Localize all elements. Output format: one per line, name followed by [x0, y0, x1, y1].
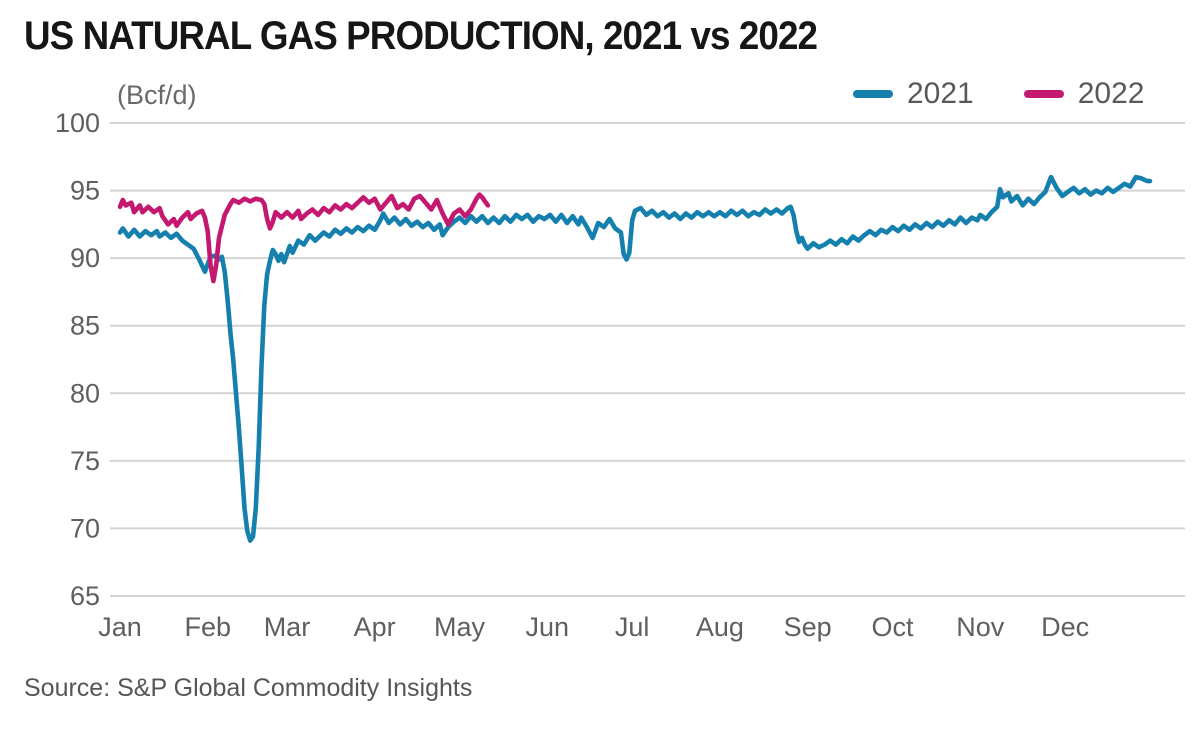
y-tick-label-90: 90 — [70, 243, 100, 273]
y-axis-unit-label: (Bcf/d) — [117, 80, 197, 110]
y-tick-label-80: 80 — [70, 378, 100, 408]
y-tick-label-85: 85 — [70, 311, 100, 341]
legend: 2021 2022 — [853, 79, 1145, 109]
legend-item-2021: 2021 — [853, 79, 974, 109]
x-tick-label-jan: Jan — [98, 612, 142, 642]
x-tick-label-nov: Nov — [956, 612, 1005, 642]
legend-swatch-2021 — [853, 90, 893, 98]
series-line-2022 — [117, 192, 491, 284]
x-tick-label-may: May — [434, 612, 486, 642]
x-tick-label-oct: Oct — [871, 612, 914, 642]
chart-title: US NATURAL GAS PRODUCTION, 2021 vs 2022 — [24, 14, 818, 58]
x-tick-label-mar: Mar — [264, 612, 311, 642]
legend-label-2021: 2021 — [907, 77, 974, 110]
source-credit: Source: S&P Global Commodity Insights — [24, 674, 473, 702]
legend-label-2022: 2022 — [1077, 77, 1145, 110]
y-tick-label-100: 100 — [55, 108, 100, 138]
x-tick-label-dec: Dec — [1041, 612, 1089, 642]
series-line-2021 — [117, 174, 1153, 543]
legend-swatch-2022 — [1023, 90, 1064, 98]
x-tick-label-feb: Feb — [184, 612, 231, 642]
y-tick-label-95: 95 — [70, 176, 100, 206]
x-tick-label-sep: Sep — [784, 612, 832, 642]
x-tick-label-jun: Jun — [526, 612, 570, 642]
x-tick-label-jul: Jul — [615, 612, 650, 642]
y-tick-label-75: 75 — [70, 446, 100, 476]
x-tick-label-apr: Apr — [354, 612, 396, 642]
y-tick-label-70: 70 — [70, 513, 100, 543]
legend-item-2022: 2022 — [1023, 77, 1145, 110]
y-tick-label-65: 65 — [70, 581, 100, 611]
x-tick-label-aug: Aug — [696, 612, 744, 642]
